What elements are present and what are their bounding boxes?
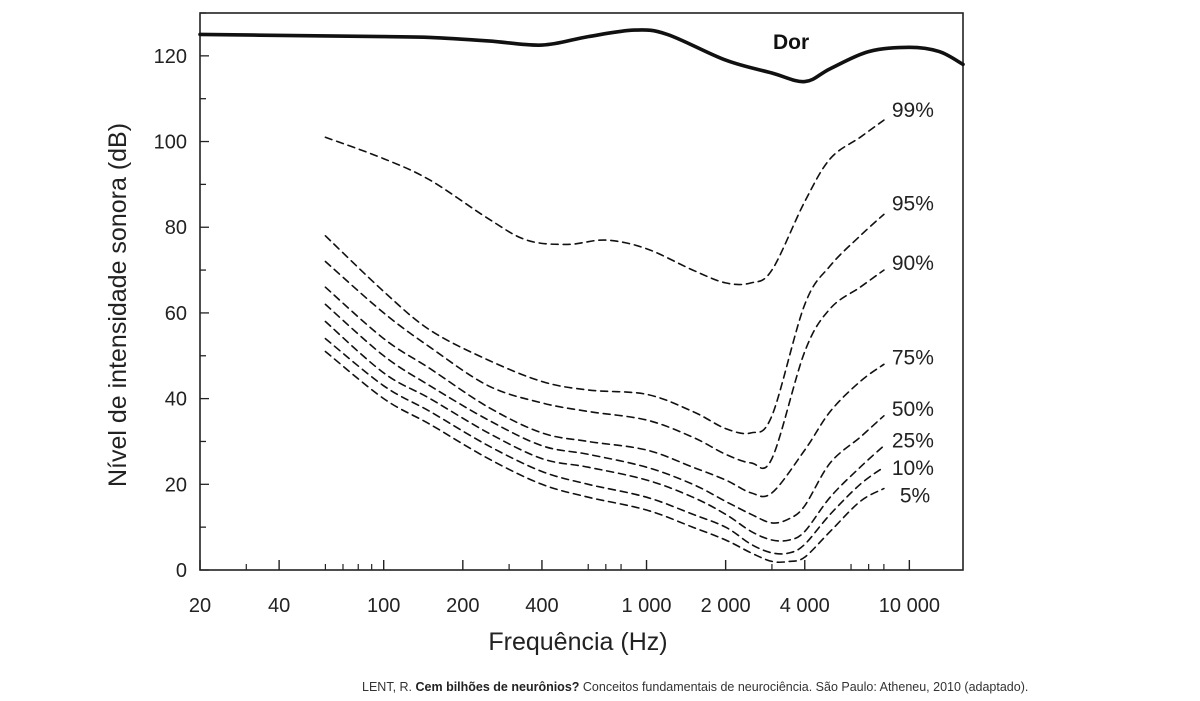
series-label-95pct: 95%: [892, 192, 934, 215]
series-line-10pct: [324, 337, 885, 555]
x-tick-label: 100: [367, 595, 400, 617]
source-caption: LENT, R. Cem bilhões de neurônios? Conce…: [362, 680, 1028, 694]
y-tick-label: 60: [165, 303, 187, 325]
series-label-90pct: 90%: [892, 252, 934, 275]
x-tick-label: 40: [268, 595, 290, 617]
y-tick-label: 100: [154, 132, 187, 154]
y-tick-label: 120: [154, 46, 187, 68]
series-line-dor: [198, 28, 965, 84]
series-label-10pct: 10%: [892, 457, 934, 480]
caption-book-title: Cem bilhões de neurônios?: [415, 680, 580, 694]
series-label-dor: Dor: [773, 31, 809, 54]
x-axis-title: Frequência (Hz): [488, 628, 667, 656]
x-tick-label: 1 000: [621, 595, 671, 617]
series-line-25pct: [324, 320, 885, 542]
series-label-99pct: 99%: [892, 99, 934, 122]
y-tick-label: 80: [165, 217, 187, 239]
series-label-5pct: 5%: [900, 485, 930, 508]
x-tick-label: 20: [189, 595, 211, 617]
series-line-5pct: [324, 350, 885, 564]
plot-frame: [199, 12, 964, 571]
y-tick-label: 0: [176, 560, 187, 582]
caption-details: Conceitos fundamentais de neurociência. …: [579, 680, 1029, 694]
series-line-95pct: [324, 213, 885, 435]
series-line-75pct: [324, 286, 885, 498]
y-tick-label: 40: [165, 389, 187, 411]
series-label-25pct: 25%: [892, 430, 934, 453]
x-tick-label: 4 000: [780, 595, 830, 617]
caption-author: LENT, R.: [362, 680, 416, 694]
series-label-75pct: 75%: [892, 346, 934, 369]
x-tick-label: 10 000: [879, 595, 940, 617]
series-line-99pct: [324, 119, 885, 286]
series-line-50pct: [324, 303, 885, 524]
y-tick-label: 20: [165, 474, 187, 496]
series-line-90pct: [324, 260, 885, 470]
x-tick-label: 200: [446, 595, 479, 617]
x-tick-label: 2 000: [701, 595, 751, 617]
x-tick-label: 400: [525, 595, 558, 617]
y-axis-title: Nível de intensidade sonora (dB): [104, 123, 132, 487]
series-label-50pct: 50%: [892, 398, 934, 421]
